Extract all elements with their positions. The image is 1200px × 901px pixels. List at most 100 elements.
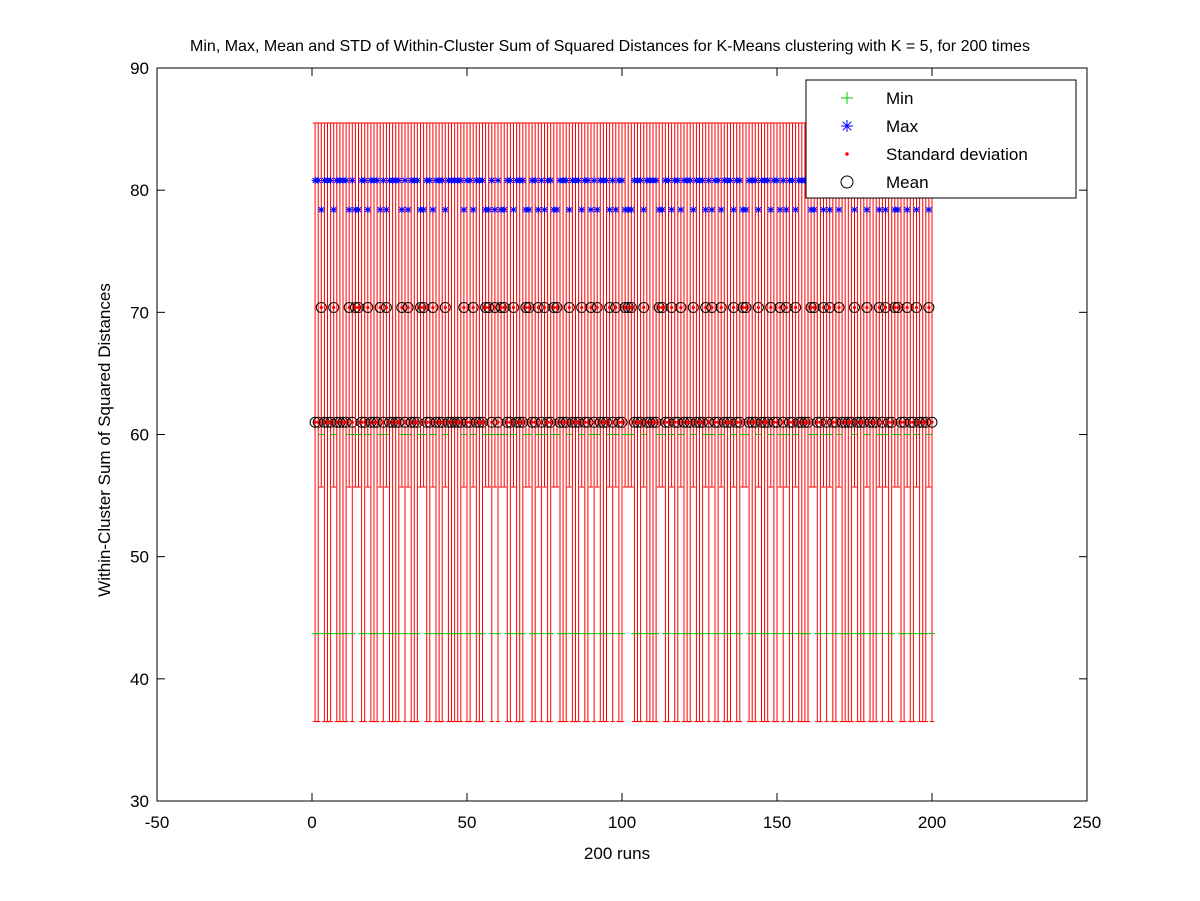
mean-point: [514, 416, 526, 428]
legend-max-marker-stroke: [842, 121, 852, 131]
std-point: [744, 305, 748, 310]
mean-point: [802, 416, 814, 428]
std-point: [852, 305, 857, 310]
mean-point: [659, 416, 671, 428]
max-point-stroke: [467, 177, 473, 184]
max-point-stroke: [789, 177, 796, 184]
std-point: [477, 420, 481, 424]
max-point-stroke: [783, 206, 790, 213]
std-point: [921, 420, 925, 424]
mean-point: [681, 416, 693, 428]
mean-point: [495, 301, 507, 313]
legend-label: Standard deviation: [886, 145, 1028, 164]
std-point: [356, 305, 361, 310]
max-point-stroke: [535, 206, 542, 213]
std-point: [908, 420, 912, 424]
legend-std-marker: [845, 152, 849, 156]
max-point-stroke: [380, 177, 387, 184]
std-point: [484, 305, 488, 310]
max-point-stroke: [395, 177, 402, 184]
max-point-stroke: [702, 206, 709, 213]
max-point-stroke: [730, 206, 737, 213]
max-point: [686, 176, 694, 184]
max-point-stroke: [591, 177, 597, 184]
mean-point: [842, 416, 854, 428]
std-point: [738, 420, 742, 424]
max-point: [658, 206, 666, 214]
max-point-stroke: [563, 177, 570, 184]
mean-point: [706, 301, 718, 313]
max-point: [767, 206, 775, 214]
std-point: [360, 420, 364, 424]
mean-point: [542, 416, 554, 428]
mean-point: [551, 301, 563, 313]
mean-point: [687, 301, 699, 313]
max-point-stroke: [554, 206, 560, 213]
std-point: [552, 305, 556, 310]
max-point: [773, 176, 781, 184]
max-point-stroke: [510, 206, 517, 213]
max-point-stroke: [913, 206, 920, 213]
x-tick-label: 150: [763, 813, 791, 832]
std-point: [573, 420, 578, 424]
std-point: [366, 305, 370, 310]
legend-max-marker: [841, 120, 853, 132]
max-point-stroke: [588, 206, 594, 213]
mean-point: [752, 301, 764, 313]
mean-point: [861, 301, 873, 313]
mean-point: [622, 301, 634, 313]
max-point: [491, 206, 499, 214]
max-point-stroke: [349, 177, 356, 184]
max-point-stroke: [864, 206, 870, 213]
std-point: [794, 305, 798, 310]
std-point: [803, 420, 807, 424]
max-point-stroke: [594, 206, 601, 213]
x-axis: -50 0 50 100 150 200 250: [145, 68, 1101, 832]
max-point: [882, 206, 889, 214]
std-point: [787, 420, 792, 424]
max-point-stroke: [430, 206, 436, 213]
max-point-stroke: [709, 206, 715, 213]
max-point: [485, 206, 493, 214]
mean-point: [669, 416, 681, 428]
max-point-stroke: [777, 206, 783, 213]
mean-point: [523, 301, 535, 313]
max-point-stroke: [668, 206, 675, 213]
std-point: [772, 420, 776, 424]
max-point: [584, 176, 592, 184]
max-point: [689, 206, 697, 214]
mean-point: [517, 416, 529, 428]
std-point: [465, 420, 469, 424]
max-point-stroke: [687, 177, 694, 184]
mean-point: [880, 301, 891, 313]
max-point-stroke: [851, 206, 858, 213]
mean-point: [638, 301, 650, 313]
std-point: [710, 305, 714, 310]
max-point-stroke: [541, 206, 548, 213]
mean-point: [613, 416, 625, 428]
legend-label: Min: [886, 89, 913, 108]
std-point: [828, 305, 832, 310]
std-point: [651, 420, 655, 424]
y-axis: 30 40 50 60 70 80 90: [130, 59, 1087, 811]
max-point: [361, 176, 369, 184]
mean-point: [901, 301, 913, 313]
max-point-stroke: [653, 177, 659, 184]
mean-point: [411, 416, 423, 428]
max-point: [699, 176, 707, 184]
max-point-stroke: [414, 177, 421, 184]
max-point-stroke: [566, 206, 573, 213]
std-point: [673, 420, 677, 424]
mean-point: [539, 301, 550, 313]
mean-point: [402, 301, 414, 313]
y-tick-label: 80: [130, 181, 149, 200]
mean-point: [892, 301, 904, 313]
max-point: [429, 206, 437, 214]
std-point: [626, 305, 630, 310]
max-point-stroke: [678, 206, 684, 213]
mean-point: [427, 301, 439, 313]
max-point-stroke: [383, 206, 390, 213]
mean-point: [548, 301, 560, 313]
mean-point: [328, 301, 340, 313]
max-point: [751, 176, 759, 184]
